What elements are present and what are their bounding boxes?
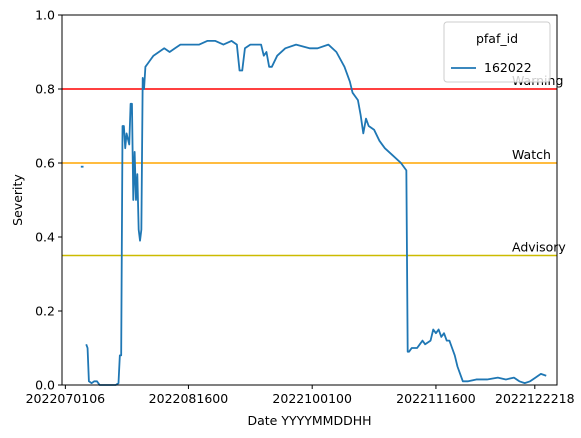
legend: pfaf_id 162022 [443,21,551,83]
ref-label-advisory: Advisory [512,240,566,255]
y-tick-label: 0.8 [35,82,55,97]
x-axis-title: Date YYYYMMDDHH [247,413,371,428]
x-tick-label: 2022122218 [495,391,575,406]
x-tick-label: 2022070106 [26,391,106,406]
x-tick-label: 2022100100 [272,391,352,406]
legend-entry-162022: 162022 [484,60,532,75]
legend-box [443,21,551,83]
x-tick-label: 2022081600 [149,391,229,406]
y-tick-label: 0.6 [35,156,55,171]
axes-frame [61,14,558,386]
y-tick-label: 0.0 [35,378,55,393]
y-tick-label: 0.2 [35,304,55,319]
y-tick-label: 1.0 [35,8,55,23]
plot-area: WarningWatchAdvisory [62,40,566,386]
y-tick-label: 0.4 [35,230,55,245]
legend-title: pfaf_id [476,31,518,46]
x-tick-label: 2022111600 [396,391,476,406]
ref-label-watch: Watch [512,147,551,162]
y-axis-title: Severity [10,174,25,226]
series-line-162022-segment-1 [85,40,547,386]
axes: 0.0 0.2 0.4 0.6 0.8 1.0 2022070106 2022081600 20… [26,8,575,407]
